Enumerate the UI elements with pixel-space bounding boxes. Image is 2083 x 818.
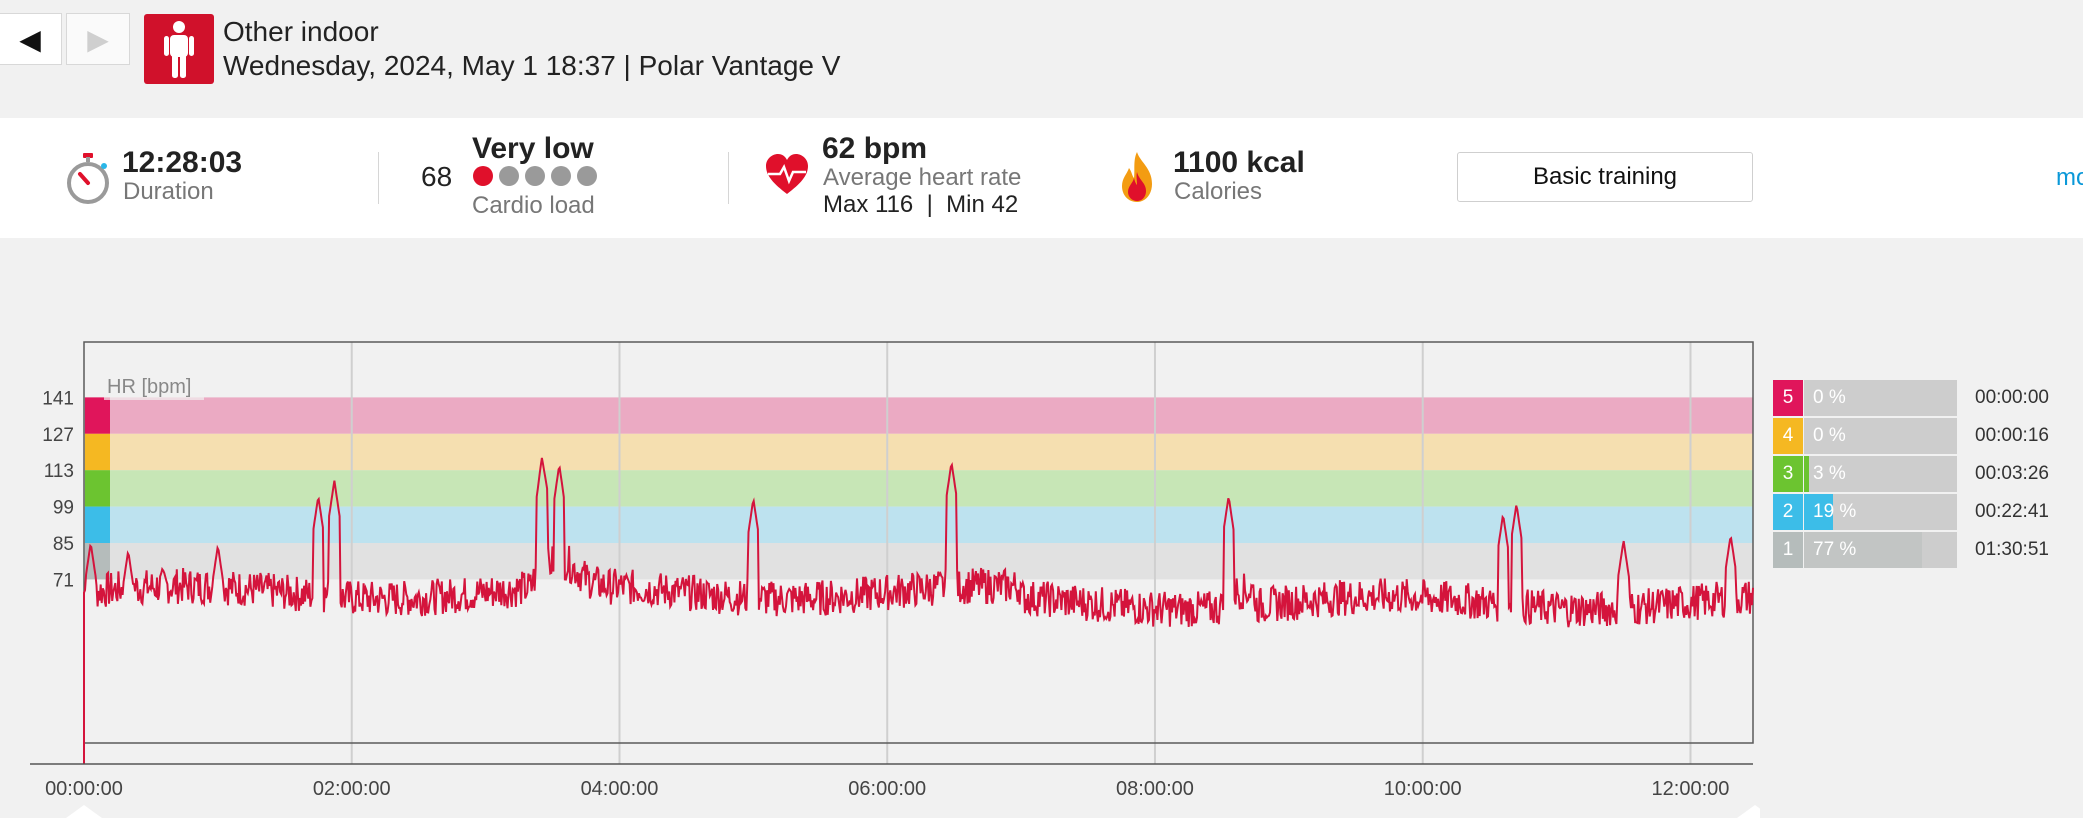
- flame-icon: [1122, 152, 1152, 202]
- x-tick-label: 12:00:00: [1652, 778, 1730, 800]
- previous-button[interactable]: ◀: [0, 13, 62, 65]
- zone-band-5: [84, 397, 1753, 434]
- hr-label-box: [104, 370, 204, 400]
- zone-band-2: [84, 506, 1753, 543]
- zone-fill: [1804, 532, 1922, 568]
- cardio-load-label: Cardio load: [472, 192, 595, 219]
- x-tick-label: 08:00:00: [1116, 778, 1194, 800]
- zone-percent: 3 %: [1813, 463, 1846, 484]
- calories-value: 1100 kcal: [1173, 146, 1305, 179]
- duration-value: 12:28:03: [122, 146, 243, 179]
- zone-bar: 0 %: [1804, 418, 1957, 454]
- zone-fill: [1804, 494, 1834, 530]
- zone-marker-2: [85, 506, 110, 543]
- zone-bar: 19 %: [1804, 494, 1957, 530]
- zone-bands: [84, 397, 1753, 580]
- y-tick-labels: 141 127 113 99 85 71: [42, 388, 74, 591]
- zone-time: 01:30:51: [1975, 539, 2049, 560]
- y-tick-label: 113: [44, 461, 74, 482]
- x-tick-labels: 00:00:00 02:00:00 04:00:00 06:00:00 08:00:00…: [45, 778, 1729, 800]
- y-tick-label: 85: [53, 534, 74, 555]
- summary-band: 12:28:03 Duration 68 Very low Cardio loa…: [0, 118, 2083, 238]
- session-subtitle: Wednesday, 2024, May 1 18:37 | Polar Van…: [223, 50, 841, 81]
- hr-series-line: [83, 457, 1754, 764]
- zone-marker-3: [85, 470, 110, 507]
- cardio-load-value: 68: [421, 161, 453, 192]
- plot-frame: [83, 341, 1754, 744]
- zone-time: 00:00:00: [1975, 387, 2049, 408]
- range-end-handle[interactable]: [1737, 805, 1760, 818]
- zone-row: 1 77 %: [1773, 532, 1957, 568]
- person-standing-icon: [164, 21, 194, 78]
- zone-time: 00:03:26: [1975, 463, 2049, 484]
- y-tick-label: 141: [42, 388, 74, 409]
- zone-number: 3: [1773, 456, 1803, 492]
- zone-row: 3 3 %: [1773, 456, 1957, 492]
- zone-bar: 3 %: [1804, 456, 1957, 492]
- zone-percent: 0 %: [1813, 387, 1846, 408]
- next-button[interactable]: ▶: [66, 13, 130, 65]
- cardio-load-dot: [525, 166, 545, 186]
- heart-icon: [766, 154, 808, 194]
- sport-icon-tile: [144, 14, 214, 84]
- y-tick-label: 71: [53, 570, 74, 591]
- zone-marker-4: [85, 433, 110, 471]
- zone-time: 00:22:41: [1975, 501, 2049, 522]
- zone-fill: [1804, 456, 1809, 492]
- zone-bar: 77 %: [1804, 532, 1957, 568]
- zone-row: 4 0 %: [1773, 418, 1957, 454]
- avg-hr-value: 62 bpm: [822, 132, 928, 165]
- cardio-load-dot: [473, 166, 493, 186]
- x-tick-label: 00:00:00: [45, 778, 123, 800]
- cardio-load-level: Very low: [472, 132, 594, 165]
- cardio-load-dot: [577, 166, 597, 186]
- summary-divider: [378, 152, 379, 204]
- zone-bar: 0 %: [1804, 380, 1957, 416]
- more-link[interactable]: mo: [2056, 164, 2083, 191]
- zone-band-4: [84, 433, 1753, 471]
- arrow-right-icon: ▶: [87, 23, 109, 55]
- x-tick-label: 10:00:00: [1384, 778, 1462, 800]
- x-tick-label: 06:00:00: [848, 778, 926, 800]
- zone-percent: 0 %: [1813, 425, 1846, 446]
- calories-label: Calories: [1174, 178, 1263, 205]
- avg-hr-label: Average heart rate: [823, 164, 1022, 191]
- zone-row: 2 19 %: [1773, 494, 1957, 530]
- duration-label: Duration: [123, 178, 214, 205]
- zone-number: 2: [1773, 494, 1803, 530]
- x-tick-label: 02:00:00: [313, 778, 391, 800]
- y-tick-label: 99: [53, 498, 74, 519]
- zone-band-3: [84, 470, 1753, 507]
- zone-markers: [85, 397, 110, 580]
- zone-percent: 77 %: [1813, 539, 1857, 560]
- zone-number: 4: [1773, 418, 1803, 454]
- training-benefit-button[interactable]: Basic training: [1457, 152, 1753, 202]
- x-tick-label: 04:00:00: [581, 778, 659, 800]
- zone-marker-5: [85, 397, 110, 434]
- arrow-left-icon: ◀: [19, 23, 41, 55]
- cardio-load-dot: [499, 166, 519, 186]
- y-axis-label: HR [bpm]: [107, 376, 191, 398]
- hr-max-min: Max 116 | Min 42: [823, 191, 1019, 218]
- range-start-handle[interactable]: [66, 805, 102, 818]
- zone-percent: 19 %: [1813, 501, 1857, 522]
- zone-number: 5: [1773, 380, 1803, 416]
- y-tick-label: 127: [42, 425, 74, 446]
- zone-band-1: [84, 543, 1753, 580]
- zone-row: 5 0 %: [1773, 380, 1957, 416]
- summary-divider: [728, 152, 729, 204]
- zone-time: 00:00:16: [1975, 425, 2049, 446]
- hr-chart: HR [bpm] 141 127 113 99 85 71 00:00:00 02:00:0…: [30, 341, 1760, 818]
- cardio-load-dot: [551, 166, 571, 186]
- zone-number: 1: [1773, 532, 1803, 568]
- stopwatch-icon: [67, 153, 109, 204]
- time-gridlines: [350, 342, 1692, 764]
- sport-title: Other indoor: [223, 16, 379, 47]
